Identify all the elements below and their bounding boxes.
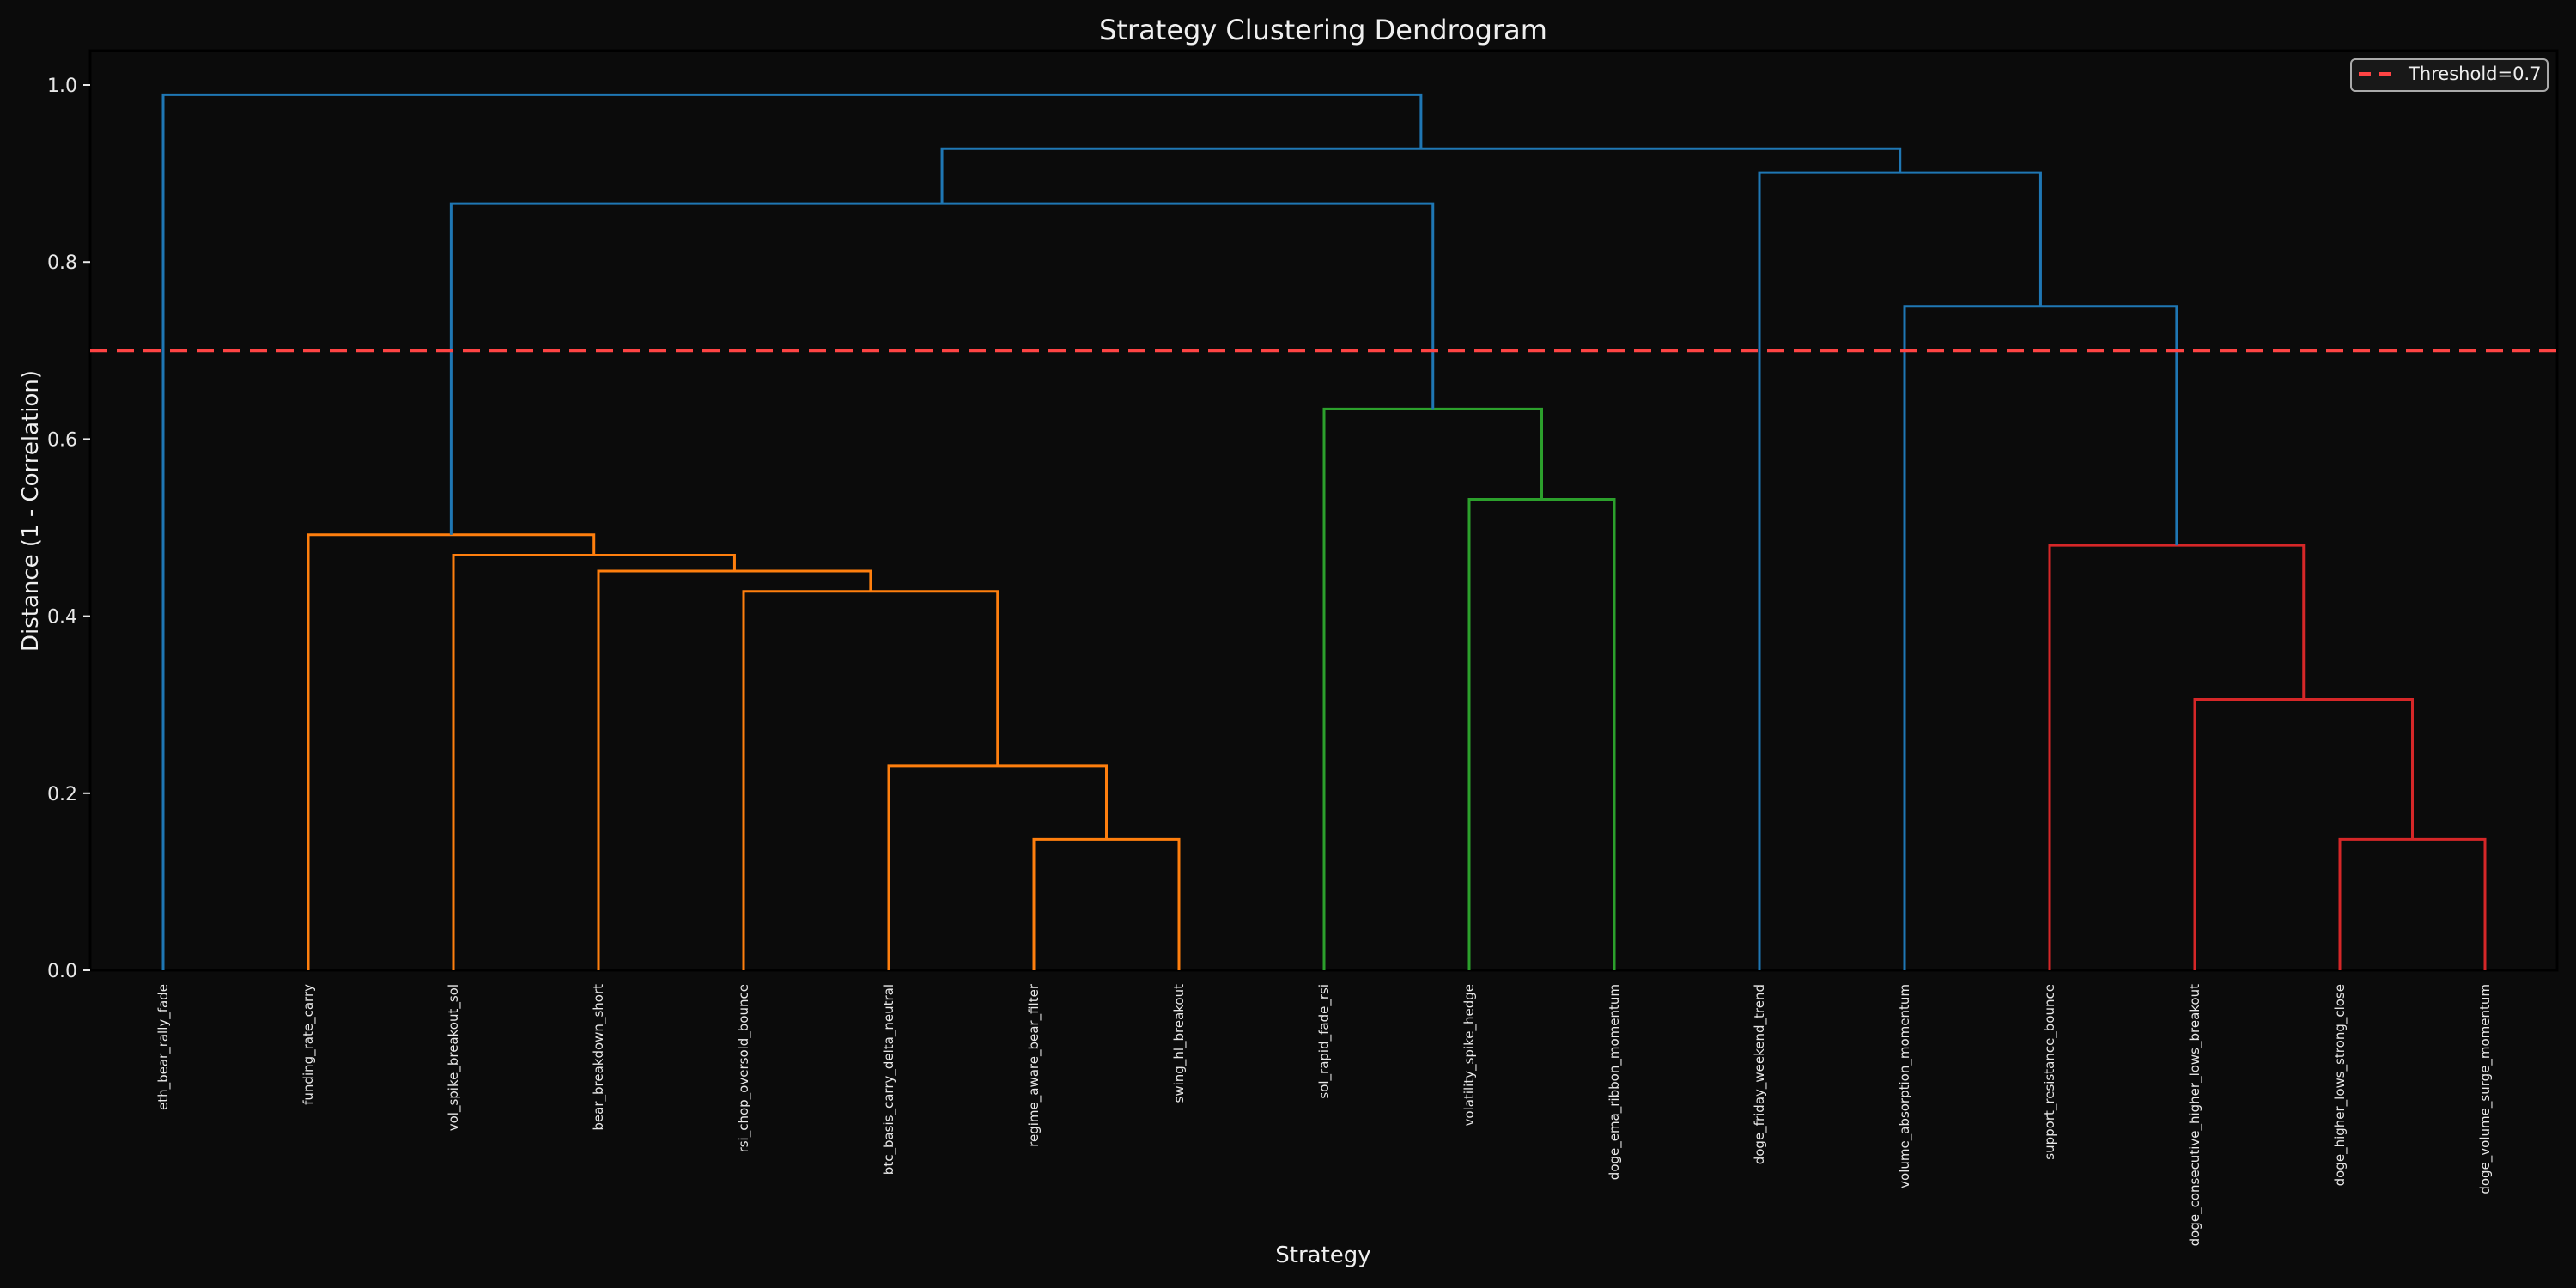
y-axis-label: Distance (1 - Correlation) [18,370,44,652]
y-tick-label: 0.0 [47,961,77,982]
legend: Threshold=0.7 [2350,58,2549,92]
x-axis-leaf-labels: eth_bear_rally_fade funding_rate_carry vol… [155,983,2494,1246]
leaf-label: vol_spike_breakout_sol [446,984,462,1131]
legend-box [2350,58,2549,92]
y-tick-label: 0.4 [47,607,77,629]
leaf-label: volatility_spike_hedge [1461,984,1478,1126]
leaf-label: doge_volume_surge_momentum [2477,984,2494,1194]
dendrogram-links [161,93,2487,970]
leaf-label: rsi_chop_oversold_bounce [736,984,752,1152]
leaf-label: swing_hl_breakout [1171,984,1188,1103]
leaf-label: doge_higher_lows_strong_close [2332,984,2348,1186]
leaf-label: funding_rate_carry [301,984,317,1105]
y-axis: 0.0 0.2 0.4 0.6 0.8 1.0 [47,76,90,982]
y-tick-label: 0.2 [47,784,77,805]
leaf-label: bear_breakdown_short [591,984,607,1131]
leaf-label: btc_basis_carry_delta_neutral [881,984,897,1175]
y-tick-label: 0.8 [47,252,77,274]
chart-title: Strategy Clustering Dendrogram [1099,14,1547,46]
y-tick-label: 0.6 [47,429,77,451]
leaf-label: doge_friday_weekend_trend [1752,984,1768,1164]
leaf-label: support_resistance_bounce [2042,984,2058,1160]
leaf-label: doge_consecutive_higher_lows_breakout [2187,984,2203,1246]
legend-label-threshold: Threshold=0.7 [2408,64,2542,84]
leaf-label: sol_rapid_fade_rsi [1316,984,1333,1099]
leaf-label: regime_aware_bear_filter [1026,983,1042,1147]
x-axis-label: Strategy [1275,1242,1370,1268]
leaf-label: doge_ema_ribbon_momentum [1607,984,1623,1180]
leaf-label: volume_absorption_momentum [1897,984,1913,1188]
leaf-label: eth_bear_rally_fade [155,984,172,1110]
y-tick-label: 1.0 [47,76,77,97]
dendrogram-link [161,93,1423,970]
